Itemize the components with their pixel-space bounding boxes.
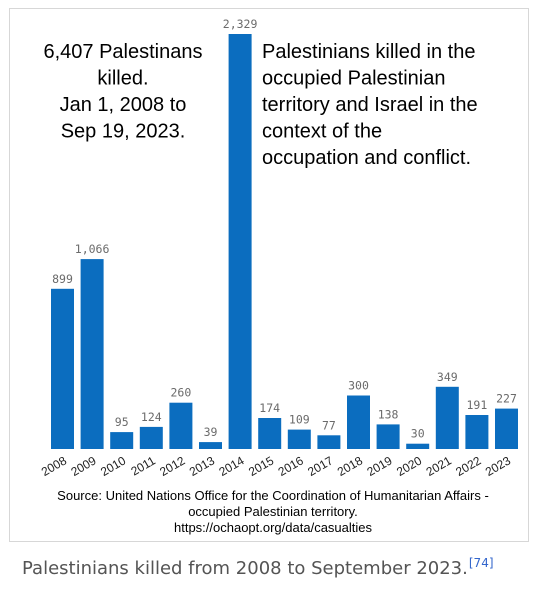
bar-2018 xyxy=(347,395,370,449)
value-label-2016: 109 xyxy=(289,413,310,427)
value-label-2020: 30 xyxy=(411,427,425,441)
bar-2012 xyxy=(169,402,193,449)
annotation-right-line: territory and Israel in the xyxy=(262,94,478,116)
annotation-right-line: occupied Palestinian xyxy=(262,68,445,90)
annotation-right-line: context of the xyxy=(262,121,382,143)
x-tick-2018: 2018 xyxy=(335,453,365,479)
value-label-2021: 349 xyxy=(437,370,458,384)
x-tick-2021: 2021 xyxy=(424,453,454,479)
x-tick-2010: 2010 xyxy=(98,453,128,479)
value-label-2008: 899 xyxy=(52,272,73,286)
bar-2022 xyxy=(465,415,489,449)
bar-chart: 899 1,066 95 124 260 39 2,329 174 109 77 300 138 30 3… xyxy=(39,17,518,535)
x-tick-2022: 2022 xyxy=(453,453,483,479)
annotation-left-line: 6,407 Palestinans xyxy=(43,41,202,63)
bar-2014 xyxy=(228,34,252,449)
value-label-2011: 124 xyxy=(141,410,162,424)
source-note: Source: United Nations Office for the Co… xyxy=(57,488,489,535)
value-label-2009: 1,066 xyxy=(75,242,110,256)
source-note-line: https://ochaopt.org/data/casualties xyxy=(174,520,373,535)
value-label-2012: 260 xyxy=(171,386,192,400)
bar-2023 xyxy=(495,408,518,449)
source-note-line: Source: United Nations Office for the Co… xyxy=(57,488,489,503)
figure-caption: Palestinians killed from 2008 to Septemb… xyxy=(22,556,494,579)
value-label-2013: 39 xyxy=(204,425,218,439)
x-tick-2014: 2014 xyxy=(216,453,246,479)
value-label-2014: 2,329 xyxy=(223,17,258,31)
x-tick-2012: 2012 xyxy=(157,453,187,479)
x-tick-2008: 2008 xyxy=(39,453,69,479)
x-tick-2015: 2015 xyxy=(246,453,276,479)
bar-2011 xyxy=(139,426,163,449)
x-tick-2017: 2017 xyxy=(305,453,335,479)
value-labels-layer: 899 1,066 95 124 260 39 2,329 174 109 77 300 138 30 3… xyxy=(52,17,517,441)
annotation-left-line: Sep 19, 2023. xyxy=(61,121,186,143)
x-tick-2020: 2020 xyxy=(394,453,424,479)
bar-2010 xyxy=(110,432,134,449)
x-tick-2016: 2016 xyxy=(276,453,306,479)
bar-2021 xyxy=(435,386,459,449)
x-tick-2013: 2013 xyxy=(187,453,217,479)
bar-2008 xyxy=(51,288,74,449)
bar-2020 xyxy=(406,443,430,449)
annotation-right-line: Palestinians killed in the xyxy=(262,41,475,63)
bars-layer xyxy=(51,34,518,449)
bar-2015 xyxy=(258,418,282,449)
x-tick-2023: 2023 xyxy=(483,453,513,479)
value-label-2017: 77 xyxy=(322,418,336,432)
value-label-2015: 174 xyxy=(259,401,280,415)
bar-2017 xyxy=(317,435,341,449)
value-label-2010: 95 xyxy=(115,415,129,429)
caption-reference[interactable]: [74] xyxy=(469,556,494,570)
annotation-left: 6,407 Palestinans killed. Jan 1, 2008 to Se… xyxy=(43,41,202,143)
annotation-left-line: killed. xyxy=(97,68,148,90)
bar-2016 xyxy=(287,429,311,449)
value-label-2019: 138 xyxy=(378,407,399,421)
value-label-2022: 191 xyxy=(467,398,488,412)
bar-2019 xyxy=(376,424,400,449)
x-tick-2009: 2009 xyxy=(68,453,98,479)
annotation-right: Palestinians killed in the occupied Pales… xyxy=(262,41,478,169)
x-tick-2019: 2019 xyxy=(364,453,394,479)
reference-link[interactable]: [74] xyxy=(468,556,494,570)
annotation-left-line: Jan 1, 2008 to xyxy=(60,94,187,116)
value-label-2018: 300 xyxy=(348,379,369,393)
annotation-right-line: occupation and conflict. xyxy=(262,147,471,169)
x-tick-layer: 2008 2009 2010 2011 2012 2013 2014 2015 2016 2017… xyxy=(39,453,513,479)
bar-2009 xyxy=(80,259,104,449)
caption-text: Palestinians killed from 2008 to Septemb… xyxy=(22,558,468,579)
value-label-2023: 227 xyxy=(496,392,517,406)
x-tick-2011: 2011 xyxy=(128,453,158,478)
bar-2013 xyxy=(199,442,222,449)
source-note-line: occupied Palestinian territory. xyxy=(188,504,358,519)
